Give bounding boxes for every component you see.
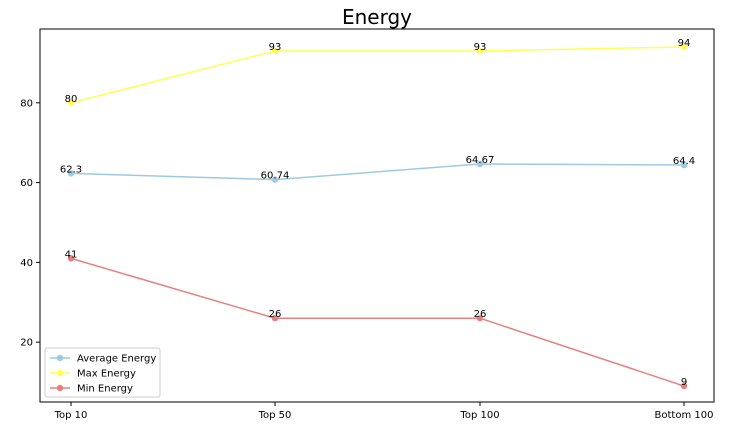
- legend-marker: [56, 369, 64, 377]
- data-label: 9: [681, 377, 687, 388]
- x-tick-label: Top 100: [459, 410, 499, 421]
- data-label: 60.74: [261, 171, 290, 182]
- data-point: [271, 176, 279, 183]
- legend-item: Max Energy: [50, 369, 136, 380]
- y-axis: 20 40 60 80: [20, 98, 40, 349]
- data-label: 80: [65, 94, 78, 105]
- data-label: 93: [474, 42, 487, 53]
- data-label: 62.3: [60, 164, 82, 175]
- y-tick-label: 40: [20, 258, 33, 269]
- data-label: 26: [269, 309, 282, 320]
- x-tick-label: Top 10: [54, 410, 88, 421]
- data-point: [680, 43, 688, 51]
- plot-area: Top 10 Top 50 Top 100 Bottom 100 20 40 60 80 6…: [20, 28, 715, 421]
- legend: Average Energy Max Energy Min Energy: [44, 347, 161, 398]
- y-tick-label: 80: [20, 98, 33, 109]
- series-layer: [67, 43, 688, 390]
- data-point: [680, 161, 688, 169]
- data-point: [67, 99, 75, 107]
- data-label: 64.4: [673, 156, 695, 167]
- data-label-layer: 62.3 60.74 64.67 64.4 80 93 93 94 41 26 26 9: [60, 38, 695, 388]
- data-point: [680, 382, 688, 390]
- x-tick-label: Top 50: [258, 410, 292, 421]
- series-line-average-energy: [70, 163, 685, 181]
- data-label: 94: [678, 38, 691, 49]
- data-point: [271, 47, 279, 55]
- data-point: [476, 160, 484, 168]
- legend-item: Min Energy: [50, 384, 133, 395]
- chart-title: Energy: [342, 5, 412, 29]
- series-line-max-energy: [70, 46, 685, 104]
- data-point: [67, 170, 75, 177]
- data-label: 41: [65, 249, 78, 260]
- legend-marker: [56, 384, 64, 392]
- x-axis: Top 10 Top 50 Top 100 Bottom 100: [54, 402, 714, 421]
- x-tick-label: Bottom 100: [655, 410, 714, 421]
- data-label: 93: [269, 42, 282, 53]
- data-point: [476, 315, 484, 322]
- y-tick-label: 20: [20, 338, 33, 349]
- legend-item: Average Energy: [50, 354, 156, 365]
- legend-label: Min Energy: [77, 384, 133, 395]
- series-line-min-energy: [70, 257, 685, 387]
- legend-frame: [44, 347, 161, 398]
- legend-marker: [56, 354, 64, 362]
- legend-label: Max Energy: [77, 369, 136, 380]
- plot-frame: [39, 28, 715, 403]
- data-label: 64.67: [466, 155, 495, 166]
- data-point: [67, 255, 75, 262]
- data-label: 26: [474, 309, 487, 320]
- legend-label: Average Energy: [77, 354, 156, 365]
- y-tick-label: 60: [20, 178, 33, 189]
- data-point: [476, 47, 484, 55]
- data-point: [271, 315, 279, 322]
